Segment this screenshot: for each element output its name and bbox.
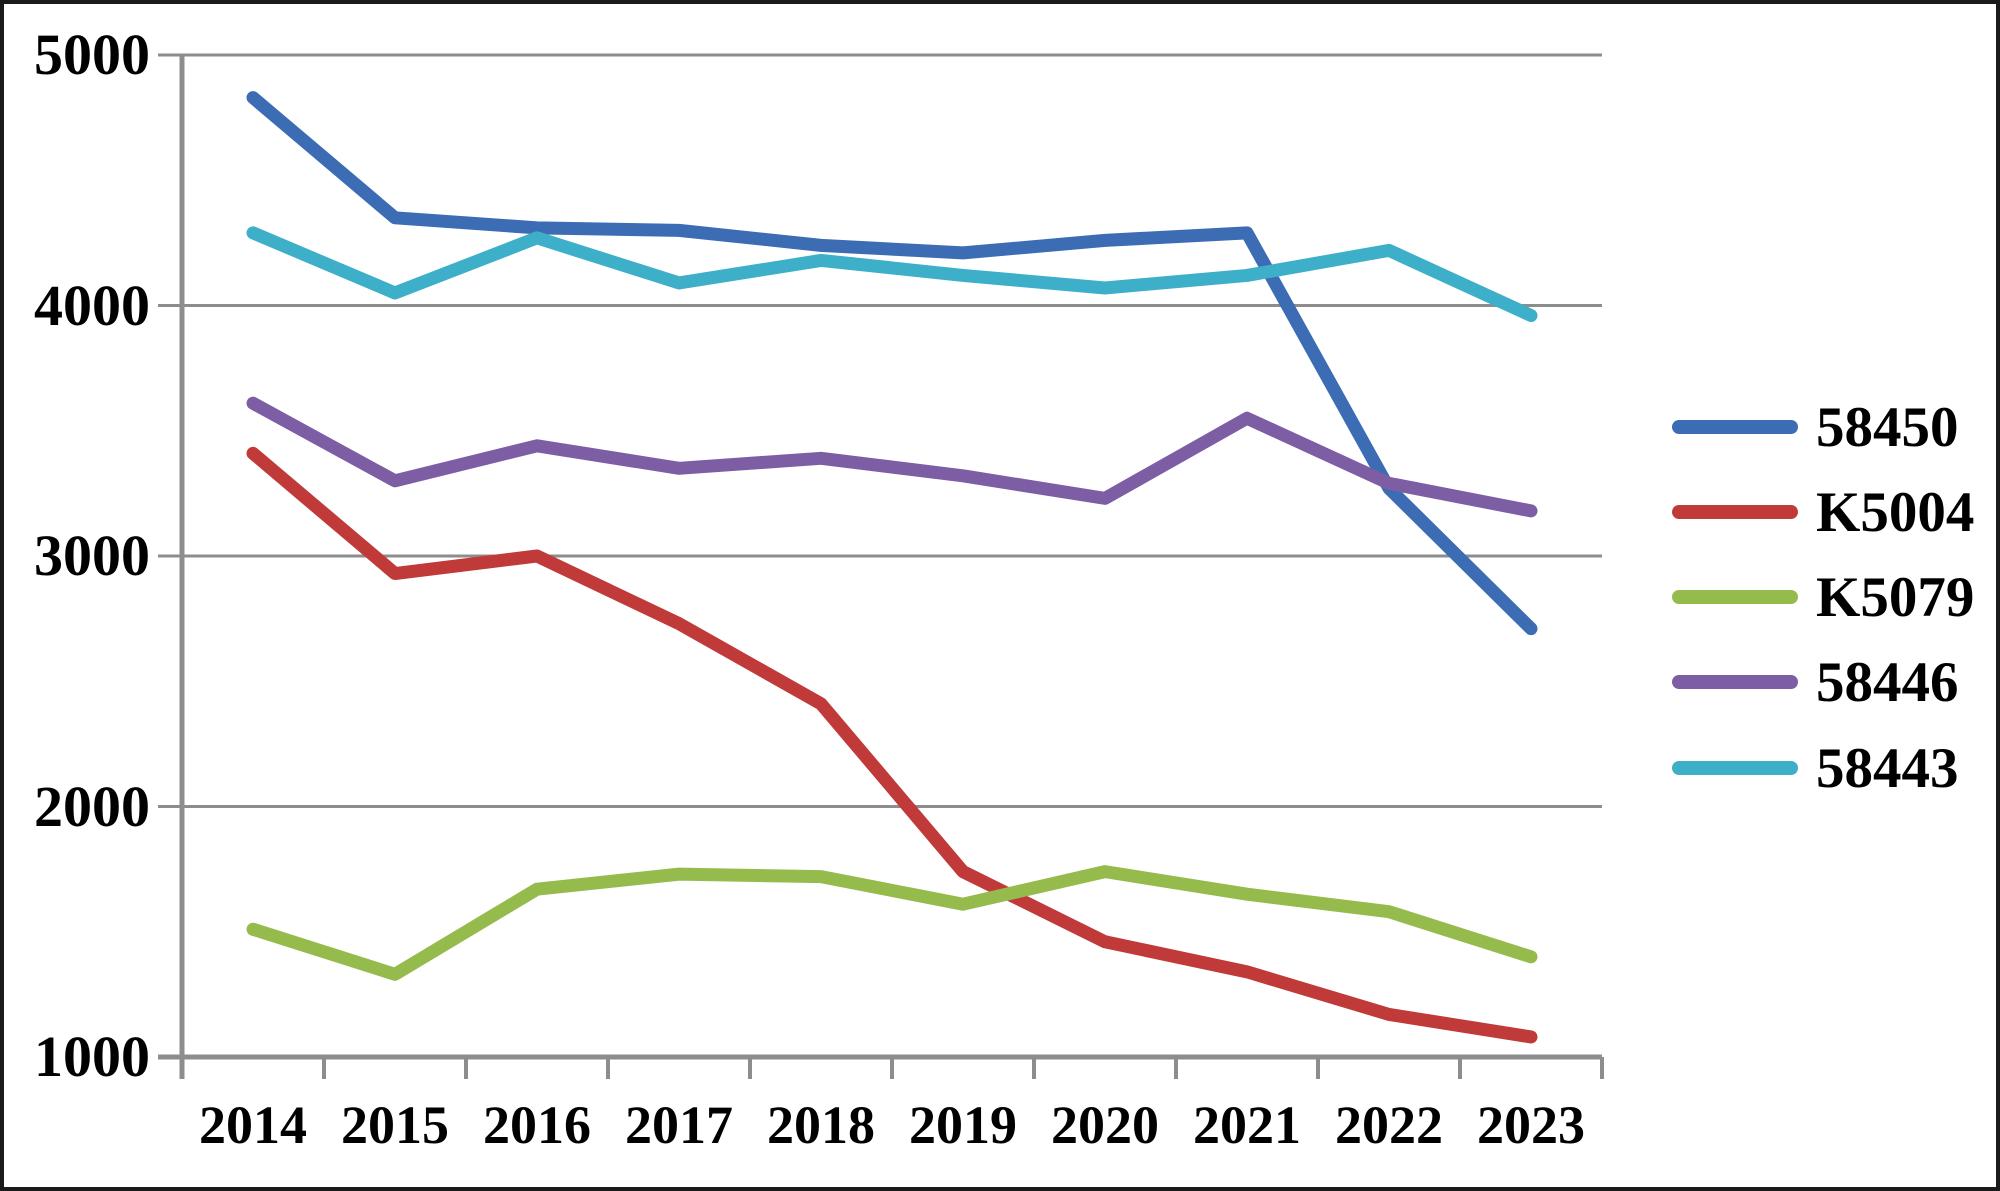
y-axis-tick-label-4000: 4000 — [34, 272, 150, 338]
legend-swatch-K5079 — [1672, 590, 1798, 604]
legend-label-K5004: K5004 — [1816, 480, 1975, 544]
x-axis-tick-label-2015: 2015 — [341, 1095, 449, 1155]
series-line-K5079 — [246, 865, 1538, 981]
series-line-K5004 — [246, 446, 1538, 1044]
legend-swatch-58443 — [1672, 761, 1798, 775]
legend-swatch-58446 — [1672, 675, 1798, 689]
x-axis-tick-label-2020: 2020 — [1051, 1095, 1159, 1155]
x-axis-tick-label-2016: 2016 — [483, 1095, 591, 1155]
legend-swatch-K5004 — [1672, 505, 1798, 519]
x-axis-tick-label-2017: 2017 — [625, 1095, 733, 1155]
y-axis-tick-label-5000: 5000 — [34, 22, 150, 87]
x-axis-tick-label-2022: 2022 — [1335, 1095, 1443, 1155]
x-axis-tick-label-2023: 2023 — [1477, 1095, 1585, 1155]
legend-label-58446: 58446 — [1816, 650, 1959, 714]
y-axis-tick-label-2000: 2000 — [34, 773, 150, 839]
series-lines — [246, 91, 1538, 1044]
legend-swatch-58450 — [1672, 420, 1798, 434]
legend-label-K5079: K5079 — [1816, 565, 1975, 629]
series-line-58450 — [246, 91, 1538, 636]
gridlines — [158, 53, 1602, 808]
legend-item-58446: 58446 — [1672, 652, 1959, 712]
y-axis-tick-label-3000: 3000 — [34, 523, 150, 588]
x-axis-tick-label-2021: 2021 — [1193, 1095, 1301, 1155]
legend-label-58450: 58450 — [1816, 395, 1959, 459]
series-line-58443 — [246, 226, 1538, 323]
legend-label-58443: 58443 — [1816, 736, 1959, 800]
legend-item-K5004: K5004 — [1672, 482, 1974, 542]
legend-item-K5079: K5079 — [1672, 567, 1974, 627]
axes — [158, 55, 1604, 1079]
legend-item-58443: 58443 — [1672, 738, 1959, 798]
legend-item-58450: 58450 — [1672, 397, 1959, 457]
x-axis-tick-label-2019: 2019 — [909, 1095, 1017, 1155]
y-axis-tick-label-1000: 1000 — [34, 1024, 150, 1089]
x-axis-tick-label-2014: 2014 — [199, 1095, 307, 1155]
x-axis-tick-label-2018: 2018 — [767, 1095, 875, 1155]
series-line-58446 — [246, 396, 1538, 518]
